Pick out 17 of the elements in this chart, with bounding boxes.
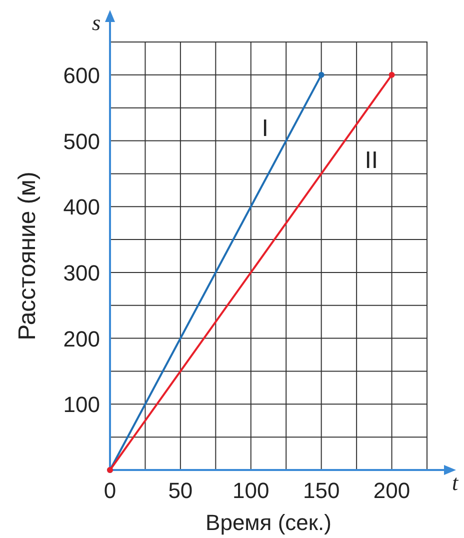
- x-tick-label: 0: [104, 478, 116, 503]
- series-label: I: [262, 114, 268, 142]
- x-tick-label: 100: [232, 478, 270, 503]
- y-tick-label: 100: [63, 392, 100, 418]
- y-axis-title: Расстояние (м): [14, 172, 41, 340]
- x-tick-label: 50: [168, 478, 193, 503]
- x-tick-label: 150: [302, 478, 340, 503]
- y-tick-label: 300: [63, 260, 100, 286]
- text: s: [92, 10, 101, 35]
- series-label: II: [364, 146, 378, 174]
- y-tick-label: 200: [63, 326, 100, 352]
- x-axis-title: Время (сек.): [206, 510, 332, 535]
- y-tick-label: 400: [63, 194, 100, 220]
- text: t: [452, 470, 459, 495]
- y-tick-label: 500: [63, 128, 100, 154]
- y-tick-label: 600: [63, 62, 100, 88]
- x-tick-label: 200: [373, 478, 410, 503]
